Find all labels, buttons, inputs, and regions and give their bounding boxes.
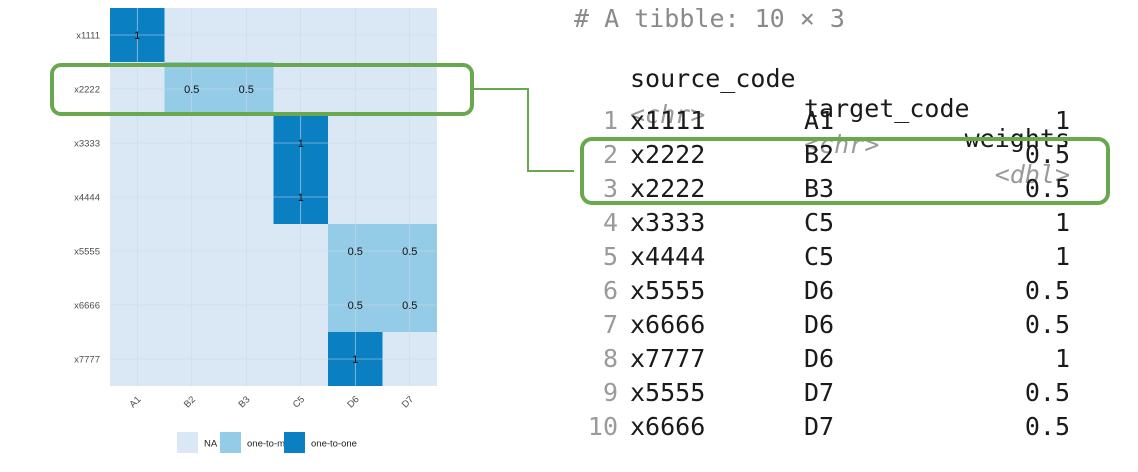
y-tick-label: x3333 (74, 139, 100, 150)
source-code-cell: x2222 (630, 174, 706, 203)
y-tick-label: x4444 (74, 193, 100, 204)
x-tick-label: C5 (291, 394, 307, 410)
column-name: source_code (630, 64, 796, 93)
row-index: 8 (602, 344, 618, 373)
table-row: 4 x3333 C5 1 (574, 208, 1138, 238)
cell-value-label: 0.5 (402, 300, 417, 312)
target-code-cell: B3 (804, 174, 835, 203)
source-code-cell: x5555 (630, 276, 706, 305)
legend-swatch (177, 432, 198, 453)
y-tick-label: x2222 (74, 85, 100, 96)
table-row: 1 x1111 A1 1 (574, 106, 1138, 136)
target-code-cell: A1 (804, 106, 835, 135)
legend-swatch (220, 432, 241, 453)
weights-cell: 1 (1054, 242, 1070, 271)
target-code-cell: D6 (804, 276, 835, 305)
heatmap-chart: 1 0.5 0.5 1 1 0.5 0.5 0.5 0.5 1 x1111 x2222 x3333 x4… (50, 8, 574, 453)
y-tick-label: x5555 (74, 247, 100, 258)
y-tick-label: x7777 (74, 355, 100, 366)
row-index: 2 (602, 140, 618, 169)
highlight-connector (50, 63, 574, 172)
tibble-highlight-box (580, 137, 1110, 205)
table-row: 6 x5555 D6 0.5 (574, 276, 1138, 306)
cell-value-label: 0.5 (348, 246, 363, 258)
x-tick-label: B3 (236, 394, 252, 410)
row-index: 5 (602, 242, 618, 271)
row-index: 6 (602, 276, 618, 305)
weights-cell: 0.5 (1024, 174, 1070, 203)
target-code-cell: D7 (804, 378, 835, 407)
source-code-cell: x6666 (630, 412, 706, 441)
weights-cell: 0.5 (1024, 378, 1070, 407)
column-type: <dbl> (994, 160, 1070, 189)
target-code-cell: B2 (804, 140, 835, 169)
x-axis-tick-labels: A1 B2 B3 C5 D6 D7 (127, 394, 416, 410)
target-code-cell: D6 (804, 344, 835, 373)
tibble-header: # A tibble: 10 × 3 (574, 4, 845, 33)
row-index: 4 (602, 208, 618, 237)
row-index: 10 (587, 412, 618, 441)
source-code-cell: x7777 (630, 344, 706, 373)
source-code-cell: x6666 (630, 310, 706, 339)
cell-value-label: 1 (134, 30, 140, 42)
connector-line (472, 88, 574, 172)
y-axis-tick-labels: x1111 x2222 x3333 x4444 x5555 x6666 x7777 (74, 31, 100, 366)
legend: NA one-to-many one-to-one (177, 432, 357, 453)
weights-cell: 1 (1054, 106, 1070, 135)
table-row: 8 x7777 D6 1 (574, 344, 1138, 374)
target-code-cell: C5 (804, 208, 835, 237)
table-row: 10 x6666 D7 0.5 (574, 412, 1138, 442)
heatmap-grid (110, 8, 437, 386)
source-code-cell: x3333 (630, 208, 706, 237)
row-index: 1 (602, 106, 618, 135)
y-tick-label: x1111 (76, 31, 100, 42)
cell-value-label: 1 (298, 192, 304, 204)
legend-swatch (284, 432, 305, 453)
table-row: 9 x5555 D7 0.5 (574, 378, 1138, 408)
legend-label: one-to-one (311, 439, 357, 450)
table-row: 7 x6666 D6 0.5 (574, 310, 1138, 340)
table-row: 2 x2222 B2 0.5 (574, 140, 1138, 170)
table-row: 3 x2222 B3 0.5 (574, 174, 1138, 204)
x-tick-label: D7 (400, 394, 416, 410)
weights-cell: 0.5 (1024, 140, 1070, 169)
tibble-column-names: source_code target_code weights (574, 34, 1138, 153)
column-name: target_code (804, 94, 970, 123)
cell-value-label: 0.5 (402, 246, 417, 258)
source-code-cell: x5555 (630, 378, 706, 407)
table-row: 5 x4444 C5 1 (574, 242, 1138, 272)
legend-label: one-to-many (247, 439, 301, 450)
column-type: <chr> (804, 130, 880, 159)
cell-value-label: 0.5 (239, 84, 254, 96)
x-tick-label: D6 (345, 394, 361, 410)
weights-cell: 0.5 (1024, 310, 1070, 339)
cell-value-label: 0.5 (348, 300, 363, 312)
target-code-cell: D7 (804, 412, 835, 441)
cell-value-label: 1 (298, 138, 304, 150)
source-code-cell: x2222 (630, 140, 706, 169)
tibble-printout: # A tibble: 10 × 3 source_code target_co… (574, 0, 1138, 472)
column-type: <chr> (630, 100, 706, 129)
x-tick-label: B2 (182, 394, 198, 410)
source-code-cell: x1111 (630, 106, 706, 135)
row-index: 9 (602, 378, 618, 407)
tibble-column-types: <chr> <chr> <dbl> (574, 70, 1138, 189)
weights-cell: 0.5 (1024, 412, 1070, 441)
heatmap-cell-labels: 1 0.5 0.5 1 1 0.5 0.5 0.5 0.5 1 (134, 30, 417, 366)
target-code-cell: D6 (804, 310, 835, 339)
cell-value-label: 1 (352, 354, 358, 366)
cell-value-label: 0.5 (184, 84, 199, 96)
weights-cell: 0.5 (1024, 276, 1070, 305)
legend-label: NA (204, 439, 218, 450)
row-index: 7 (602, 310, 618, 339)
source-code-cell: x4444 (630, 242, 706, 271)
weights-cell: 1 (1054, 208, 1070, 237)
weights-cell: 1 (1054, 344, 1070, 373)
x-tick-label: A1 (127, 394, 143, 410)
y-tick-label: x6666 (74, 301, 100, 312)
target-code-cell: C5 (804, 242, 835, 271)
row-index: 3 (602, 174, 618, 203)
